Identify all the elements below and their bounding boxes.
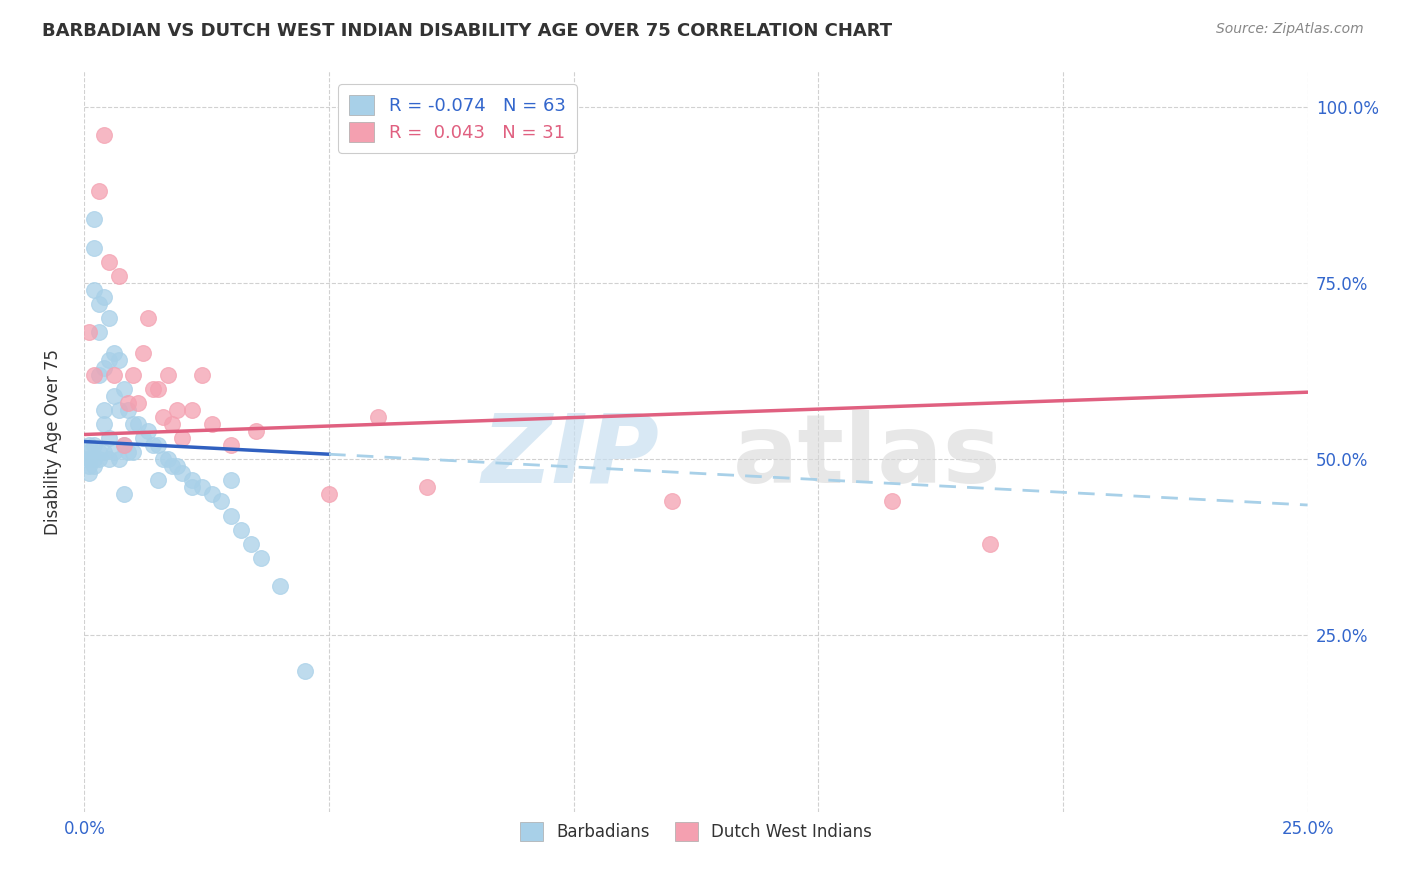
Point (103, 445, 125, 459)
Point (269, 579, 291, 593)
Point (219, 473, 242, 487)
Point (93, 445, 115, 459)
Point (87, 445, 110, 459)
Point (152, 409, 174, 424)
Point (156, 452, 179, 467)
Point (77, 438, 100, 452)
Point (142, 382, 165, 396)
Point (294, 664, 316, 678)
Point (117, 445, 139, 459)
Point (127, 417, 149, 431)
Point (416, 480, 439, 494)
Point (97, 254, 120, 268)
Point (83, 368, 105, 382)
Point (219, 508, 242, 523)
Point (83, 283, 105, 297)
Point (146, 473, 169, 487)
Point (107, 353, 129, 368)
Point (83, 438, 105, 452)
Point (97, 431, 120, 445)
Point (146, 438, 169, 452)
Point (117, 396, 139, 410)
Point (880, 494, 903, 508)
Point (200, 487, 222, 501)
Point (122, 417, 145, 431)
Y-axis label: Disability Age Over 75: Disability Age Over 75 (44, 349, 62, 534)
Legend: Barbadians, Dutch West Indians: Barbadians, Dutch West Indians (513, 816, 879, 847)
Point (245, 424, 267, 438)
Point (249, 550, 271, 565)
Point (229, 523, 252, 537)
Point (87, 452, 110, 467)
Point (162, 459, 184, 474)
Point (77, 459, 100, 474)
Point (146, 382, 169, 396)
Point (107, 268, 129, 283)
Point (93, 417, 115, 431)
Point (181, 402, 204, 417)
Point (77, 325, 100, 339)
Point (136, 424, 159, 438)
Point (122, 368, 145, 382)
Point (97, 311, 120, 326)
Point (318, 487, 340, 501)
Point (152, 452, 174, 467)
Point (162, 417, 184, 431)
Point (103, 389, 125, 403)
Point (107, 452, 129, 467)
Point (83, 212, 105, 227)
Point (209, 494, 232, 508)
Point (77, 467, 100, 481)
Point (172, 467, 194, 481)
Point (77, 445, 100, 459)
Point (661, 494, 683, 508)
Text: atlas: atlas (733, 409, 1001, 503)
Point (136, 311, 159, 326)
Point (191, 480, 214, 494)
Point (87, 184, 110, 198)
Point (132, 431, 155, 445)
Point (367, 409, 389, 424)
Point (97, 353, 120, 368)
Point (117, 402, 139, 417)
Point (87, 297, 110, 311)
Point (191, 368, 214, 382)
Point (77, 452, 100, 467)
Point (112, 487, 135, 501)
Point (93, 402, 115, 417)
Point (156, 368, 179, 382)
Point (83, 459, 105, 474)
Point (142, 438, 165, 452)
Point (103, 368, 125, 382)
Point (87, 325, 110, 339)
Point (83, 241, 105, 255)
Point (200, 417, 222, 431)
Point (166, 402, 188, 417)
Point (97, 452, 120, 467)
Point (181, 480, 204, 494)
Point (181, 473, 204, 487)
Text: ZIP: ZIP (481, 409, 659, 503)
Point (87, 368, 110, 382)
Point (166, 459, 188, 474)
Point (979, 537, 1001, 551)
Point (107, 402, 129, 417)
Point (127, 396, 149, 410)
Text: BARBADIAN VS DUTCH WEST INDIAN DISABILITY AGE OVER 75 CORRELATION CHART: BARBADIAN VS DUTCH WEST INDIAN DISABILIT… (42, 22, 893, 40)
Point (77, 452, 100, 467)
Point (112, 438, 135, 452)
Point (112, 438, 135, 452)
Point (103, 346, 125, 360)
Point (93, 360, 115, 375)
Point (112, 382, 135, 396)
Point (83, 452, 105, 467)
Point (132, 346, 155, 360)
Point (93, 128, 115, 142)
Point (219, 438, 242, 452)
Point (239, 537, 262, 551)
Point (93, 290, 115, 304)
Text: Source: ZipAtlas.com: Source: ZipAtlas.com (1216, 22, 1364, 37)
Point (172, 431, 194, 445)
Point (122, 445, 145, 459)
